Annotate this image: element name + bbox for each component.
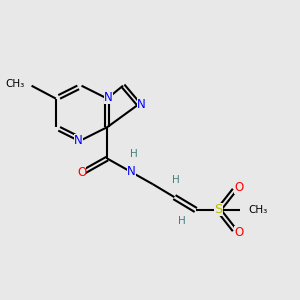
Text: CH₃: CH₃ xyxy=(249,205,268,215)
Text: N: N xyxy=(104,91,113,104)
Text: O: O xyxy=(234,181,243,194)
Text: O: O xyxy=(234,226,243,239)
Text: CH₃: CH₃ xyxy=(5,79,24,89)
Text: N: N xyxy=(127,165,136,178)
Text: O: O xyxy=(77,167,86,179)
Text: H: H xyxy=(172,175,180,185)
Text: H: H xyxy=(130,149,137,159)
Text: H: H xyxy=(178,216,185,226)
Text: N: N xyxy=(74,134,83,146)
Text: N: N xyxy=(137,98,146,111)
Text: S: S xyxy=(214,203,223,217)
